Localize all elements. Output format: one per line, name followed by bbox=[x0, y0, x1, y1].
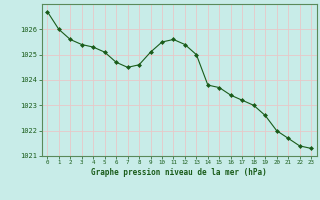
X-axis label: Graphe pression niveau de la mer (hPa): Graphe pression niveau de la mer (hPa) bbox=[91, 168, 267, 177]
